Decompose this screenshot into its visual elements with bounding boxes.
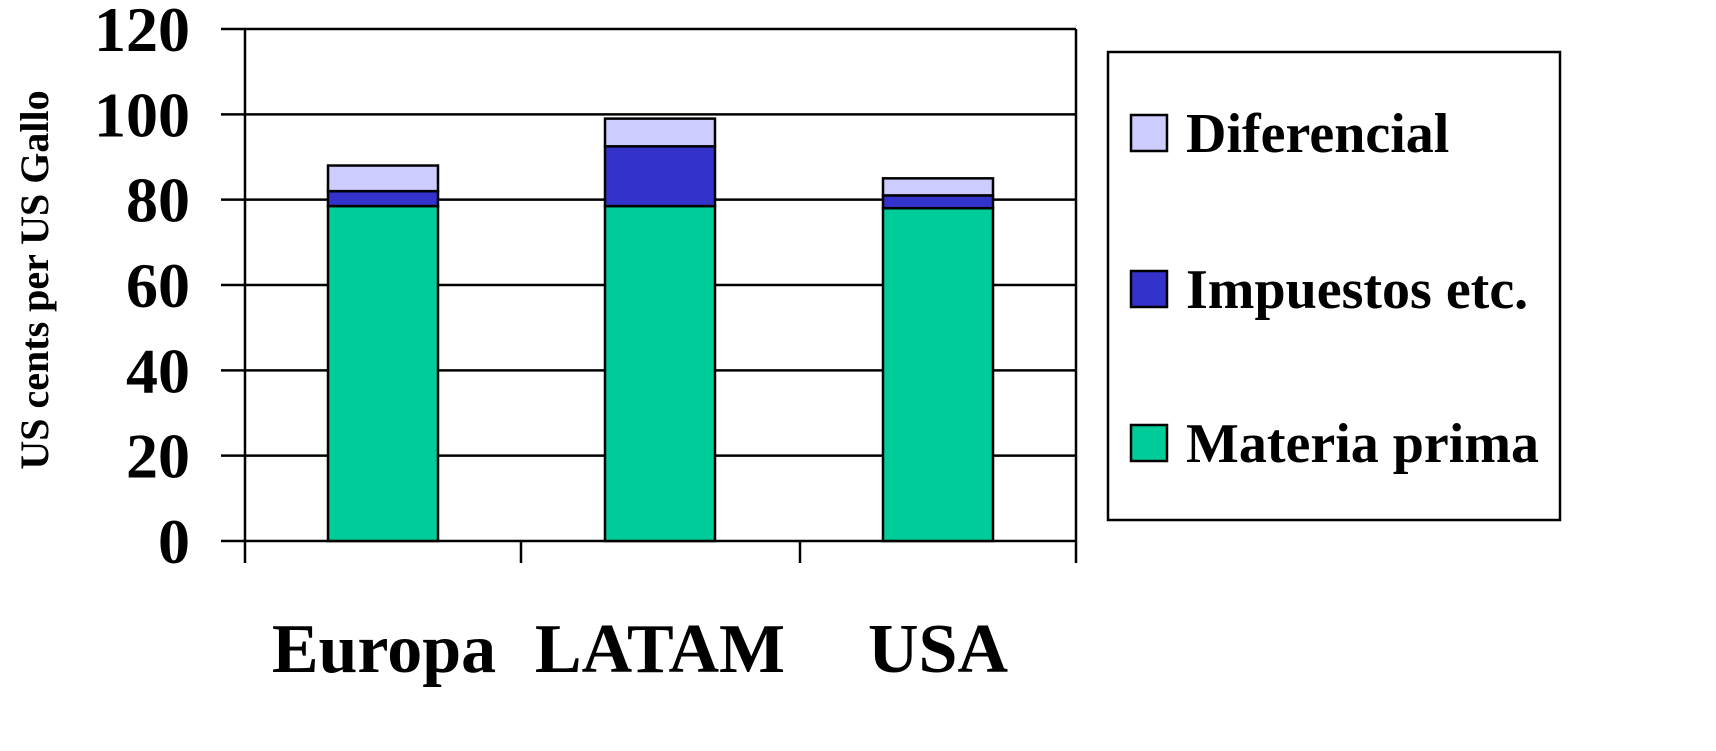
legend-label: Impuestos etc. bbox=[1186, 259, 1528, 321]
y-tick-label: 0 bbox=[158, 506, 190, 577]
bar-segment bbox=[326, 189, 440, 208]
bar-segment bbox=[326, 164, 440, 193]
legend-box bbox=[1106, 50, 1562, 522]
x-category-label: LATAM bbox=[535, 611, 785, 688]
bar-segment bbox=[326, 204, 440, 543]
bar-segment bbox=[881, 206, 995, 543]
x-category-label: USA bbox=[868, 611, 1008, 688]
legend: Diferencial Impuestos etc. Materia prima bbox=[1106, 50, 1562, 522]
x-category-labels: Europa LATAM USA bbox=[272, 611, 1009, 688]
x-category-label: Europa bbox=[272, 611, 496, 688]
y-tick-label: 60 bbox=[126, 250, 190, 321]
bar-segment bbox=[881, 194, 995, 210]
bar-segment bbox=[881, 177, 995, 197]
legend-label: Diferencial bbox=[1186, 103, 1449, 165]
y-tick-label: 100 bbox=[94, 79, 190, 150]
y-axis-title: US cents per US Gallo bbox=[12, 90, 57, 469]
legend-label: Materia prima bbox=[1186, 413, 1539, 475]
y-tick-label: 20 bbox=[126, 421, 190, 492]
bar-segment bbox=[603, 117, 717, 148]
bar-segment bbox=[603, 204, 717, 543]
axes bbox=[243, 29, 1078, 563]
y-tick-label: 40 bbox=[126, 335, 190, 406]
legend-swatch bbox=[1129, 113, 1169, 153]
y-tick-label: 120 bbox=[94, 0, 190, 65]
bar-segment bbox=[603, 145, 717, 208]
y-tick-label: 80 bbox=[126, 165, 190, 236]
legend-swatch bbox=[1129, 423, 1169, 463]
y-tick-labels: 0 20 40 60 80 100 120 bbox=[94, 0, 190, 577]
legend-swatch bbox=[1129, 269, 1169, 309]
bars bbox=[326, 117, 995, 543]
